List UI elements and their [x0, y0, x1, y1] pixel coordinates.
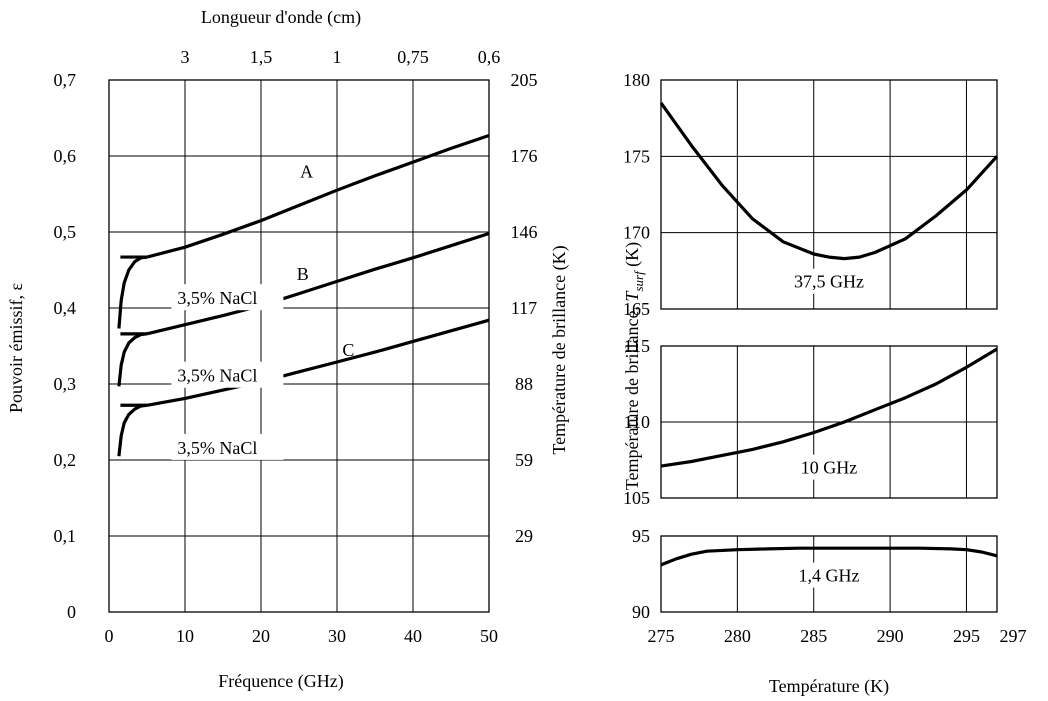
left-x2-tick-label: 1,5 [250, 47, 273, 67]
right-y-axis-title-main: Température de brillance, [622, 302, 642, 491]
frequency-label-background [789, 562, 869, 588]
left-x-tick-label: 0 [105, 626, 114, 646]
right-y-tick-label: 95 [632, 526, 650, 546]
curve-37-5-ghz [659, 101, 999, 261]
right-y-tick-label: 165 [623, 299, 650, 319]
left-x-tick-label: 10 [176, 626, 194, 646]
right-y-tick-label: 175 [623, 146, 650, 166]
right-panel-2: 10 GHz 105 110 115 [623, 336, 998, 508]
left-y2-tick-label: 146 [511, 222, 538, 242]
left-x2-tick-labels: 3 1,5 1 0,75 0,6 [181, 47, 501, 67]
right-panel-3: 1,4 GHz 90 95 [632, 526, 998, 622]
right-x-tick-label: 297 [1000, 626, 1027, 646]
curve-a [146, 133, 490, 259]
right-y-tick-label: 115 [624, 336, 650, 356]
left-x-tick-label: 20 [252, 626, 270, 646]
nacl-label-background [171, 433, 284, 460]
left-curves [117, 133, 490, 457]
left-x2-tick-label: 0,75 [397, 47, 429, 67]
left-y-tick-label: 0,6 [54, 146, 77, 166]
left-emissivity-chart: 0 10 20 30 40 50 0 0,1 0,2 0,3 0,4 0,5 0,6 0,7 29 59 8… [6, 7, 570, 692]
right-y-tick-label: 170 [623, 223, 650, 243]
right-panel-frame [660, 535, 998, 613]
left-y2-tick-label: 176 [511, 146, 538, 166]
right-x-tick-labels: 275 280 285 290 295 297 [648, 626, 1027, 646]
left-y2-tick-label: 205 [511, 70, 538, 90]
left-x-axis-title: Fréquence (GHz) [218, 671, 343, 692]
right-y-axis-title-subscript: surf [631, 269, 646, 292]
left-y-tick-label: 0,7 [54, 70, 77, 90]
nacl-label: 3,5% NaCl [177, 366, 257, 386]
right-x-tick-label: 290 [877, 626, 904, 646]
curve-1-4-ghz [660, 546, 998, 567]
nacl-label-background [171, 361, 284, 388]
left-y-tick-label: 0,1 [54, 526, 77, 546]
curve-b [146, 231, 490, 336]
left-top-axis-title: Longueur d'onde (cm) [201, 7, 361, 28]
right-x-tick-label: 295 [953, 626, 980, 646]
left-x2-tick-label: 0,6 [478, 47, 501, 67]
curve-c [146, 318, 490, 407]
left-y-tick-label: 0,3 [54, 374, 77, 394]
left-y-tick-label: 0 [67, 602, 76, 622]
left-y2-tick-label: 59 [515, 450, 533, 470]
right-brightness-chart: 37,5 GHz 165 170 175 180 10 GHz 105 110 115 1,4 G… [622, 70, 1027, 697]
right-y-axis-title-unit: (K) [622, 242, 643, 272]
left-y-tick-label: 0,5 [54, 222, 77, 242]
right-y-axis-title: Température de brillance, Tsurf (K) [622, 242, 646, 490]
right-x-axis-title: Température (K) [769, 676, 889, 697]
left-y2-tick-label: 29 [515, 526, 533, 546]
left-x2-tick-label: 1 [333, 47, 342, 67]
right-y-tick-label: 110 [624, 412, 650, 432]
right-x-tick-label: 280 [724, 626, 751, 646]
nacl-label: 3,5% NaCl [177, 438, 257, 458]
curve-a-nacl-branch [117, 255, 148, 329]
left-y-tick-label: 0,2 [54, 450, 77, 470]
left-y-tick-label: 0,4 [54, 298, 77, 318]
left-x2-tick-label: 3 [181, 47, 190, 67]
curve-label: B [297, 264, 309, 284]
left-y2-axis-title: Température de brillance (K) [549, 245, 570, 454]
left-annotations: A B C 3,5% NaCl 3,5% NaCl 3,5% NaCl [171, 161, 354, 460]
frequency-label: 10 GHz [801, 458, 858, 478]
right-panel-frame [660, 79, 998, 310]
curve-10-ghz [660, 347, 998, 468]
right-x-tick-label: 275 [648, 626, 675, 646]
left-plot-frame [108, 79, 490, 613]
right-panels: 37,5 GHz 165 170 175 180 10 GHz 105 110 115 1,4 G… [623, 70, 999, 622]
left-x-tick-label: 40 [404, 626, 422, 646]
right-x-tick-label: 285 [800, 626, 827, 646]
left-x-tick-label: 50 [480, 626, 498, 646]
left-x-tick-label: 30 [328, 626, 346, 646]
left-y-tick-labels: 0 0,1 0,2 0,3 0,4 0,5 0,6 0,7 [54, 70, 77, 622]
left-y2-tick-labels: 29 59 88 117 146 176 205 [511, 70, 538, 546]
frequency-label: 1,4 GHz [799, 566, 860, 586]
left-grid [109, 80, 489, 612]
left-y-axis-title: Pouvoir émissif, ε [6, 283, 26, 414]
nacl-label: 3,5% NaCl [177, 288, 257, 308]
left-y2-tick-label: 88 [515, 374, 533, 394]
curve-label: A [300, 161, 313, 181]
right-y-tick-label: 90 [632, 602, 650, 622]
curve-c-nacl-branch [117, 403, 148, 457]
right-panel-frame [660, 345, 998, 499]
right-y-axis-title-symbol: T [622, 290, 642, 302]
curve-label: C [342, 340, 354, 360]
nacl-label-background [171, 284, 284, 311]
frequency-label-background [794, 454, 864, 480]
frequency-label: 37,5 GHz [794, 272, 864, 292]
right-panel-1: 37,5 GHz 165 170 175 180 [623, 70, 999, 319]
frequency-label-background [785, 268, 873, 294]
right-y-tick-label: 105 [623, 488, 650, 508]
right-y-tick-label: 180 [623, 70, 650, 90]
left-x-tick-labels: 0 10 20 30 40 50 [105, 626, 499, 646]
curve-b-nacl-branch [117, 332, 148, 387]
left-y2-tick-label: 117 [511, 298, 537, 318]
